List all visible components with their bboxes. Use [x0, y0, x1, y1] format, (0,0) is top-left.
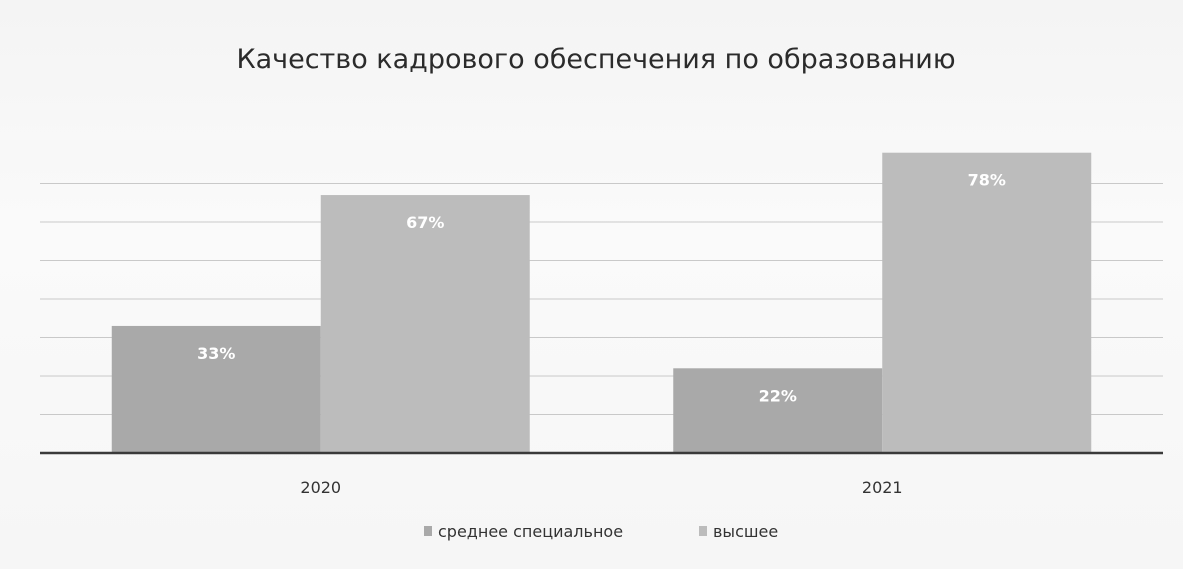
bar-secondary-2021	[673, 368, 883, 453]
category-labels: 2020 2021	[300, 478, 902, 497]
data-label: 33%	[197, 344, 235, 363]
bars	[111, 152, 1092, 454]
chart-title: Качество кадрового обеспечения по образо…	[236, 44, 955, 75]
category-label: 2021	[862, 478, 903, 497]
legend-swatch	[699, 526, 707, 536]
bar-secondary-2020	[111, 325, 321, 453]
category-label: 2020	[300, 478, 341, 497]
data-labels: 33% 67% 22% 78%	[197, 171, 1006, 406]
data-label: 78%	[968, 171, 1006, 190]
legend-label: высшее	[713, 522, 778, 541]
bar-higher-2020	[320, 195, 530, 454]
data-label: 22%	[759, 386, 797, 405]
bar-higher-2021	[882, 152, 1092, 453]
legend: среднее специальное высшее	[424, 522, 778, 541]
data-label: 67%	[406, 213, 444, 232]
legend-swatch	[424, 526, 432, 536]
legend-label: среднее специальное	[438, 522, 623, 541]
